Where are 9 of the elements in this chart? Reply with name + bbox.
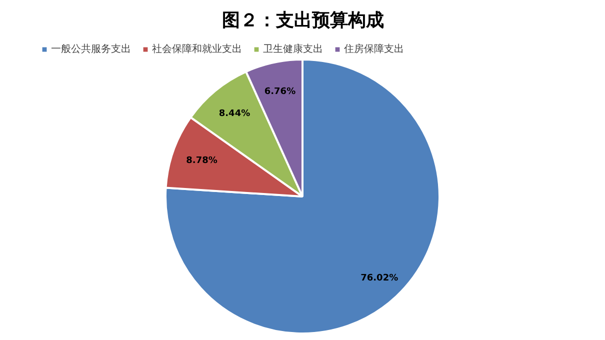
data-label: 76.02%	[360, 273, 398, 284]
data-label: 8.78%	[186, 156, 218, 166]
chart-title: 图２：支出预算构成	[222, 10, 384, 31]
data-label: 8.44%	[218, 109, 250, 120]
legend-label: 卫生健康支出	[263, 42, 323, 56]
data-label: 6.76%	[264, 87, 296, 98]
legend-label: 住房保障支出	[344, 42, 404, 56]
legend-label: 一般公共服务支出	[51, 42, 131, 56]
legend-label: 社会保障和就业支出	[152, 42, 242, 56]
